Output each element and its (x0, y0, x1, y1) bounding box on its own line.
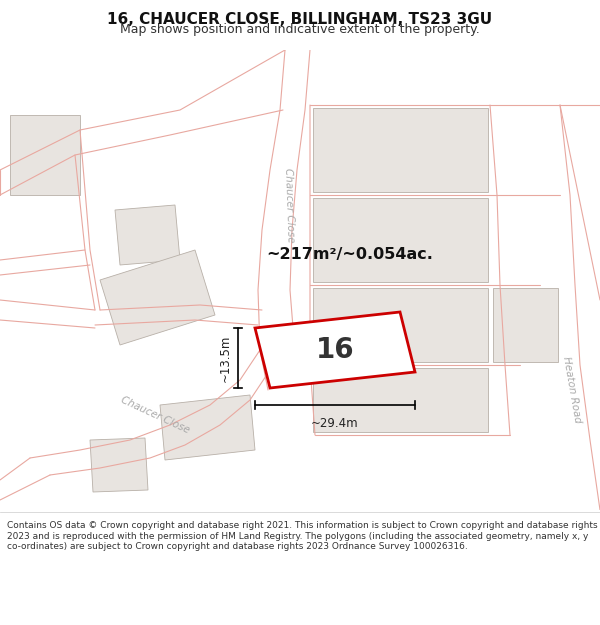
Polygon shape (313, 108, 488, 192)
Text: Heaton Road: Heaton Road (561, 356, 583, 424)
Text: Chaucer Close: Chaucer Close (283, 168, 295, 242)
Polygon shape (160, 395, 255, 460)
Polygon shape (90, 438, 148, 492)
Text: Map shows position and indicative extent of the property.: Map shows position and indicative extent… (120, 23, 480, 36)
Text: 16, CHAUCER CLOSE, BILLINGHAM, TS23 3GU: 16, CHAUCER CLOSE, BILLINGHAM, TS23 3GU (107, 12, 493, 28)
Polygon shape (255, 312, 415, 388)
Text: 16: 16 (316, 336, 355, 364)
Polygon shape (313, 198, 488, 282)
Polygon shape (493, 288, 558, 362)
Polygon shape (313, 288, 488, 362)
Polygon shape (313, 368, 488, 432)
Text: Chaucer Close: Chaucer Close (119, 394, 191, 436)
Polygon shape (10, 115, 80, 195)
Polygon shape (115, 205, 180, 265)
Polygon shape (100, 250, 215, 345)
Text: ~217m²/~0.054ac.: ~217m²/~0.054ac. (266, 248, 433, 262)
Text: Contains OS data © Crown copyright and database right 2021. This information is : Contains OS data © Crown copyright and d… (7, 521, 598, 551)
Text: ~13.5m: ~13.5m (219, 334, 232, 382)
Text: ~29.4m: ~29.4m (311, 417, 359, 430)
